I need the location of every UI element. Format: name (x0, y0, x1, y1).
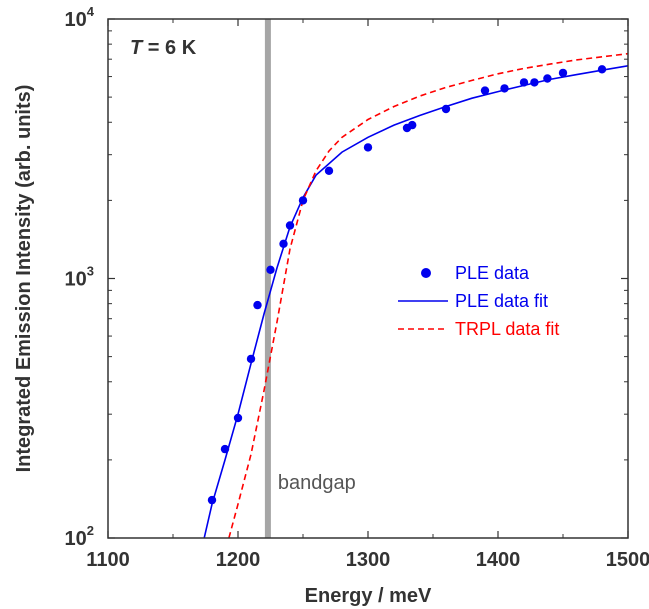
y-tick-exponent: 2 (87, 523, 94, 538)
series-layer (203, 52, 628, 538)
data-point (530, 78, 539, 87)
legend-label-ple-fit: PLE data fit (455, 291, 548, 311)
data-point (480, 86, 490, 95)
ticks-layer (107, 18, 629, 539)
y-tick-label: 103 (65, 264, 94, 291)
legend-label-trpl-fit: TRPL data fit (455, 319, 559, 339)
data-point (285, 221, 295, 230)
temperature-symbol: T (130, 37, 144, 59)
y-tick-label: 104 (65, 4, 95, 31)
y-tick-label: 102 (65, 523, 94, 550)
temperature-annotation: T = 6 K (130, 37, 197, 59)
bandgap-band (264, 19, 271, 538)
y-tick-base: 10 (65, 269, 87, 291)
data-point (500, 84, 509, 93)
bandgap-label: bandgap (278, 472, 356, 494)
data-point (558, 68, 568, 78)
data-point (207, 495, 217, 505)
data-point (408, 120, 417, 130)
y-tick-base: 10 (65, 9, 87, 31)
temperature-value: = 6 K (142, 37, 196, 59)
x-tick-labels: 1100 1200 1300 1400 1500 (86, 549, 649, 571)
data-point (266, 265, 275, 274)
x-tick-label: 1100 (86, 549, 129, 571)
legend: PLE data PLE data fit TRPL data fit (398, 263, 559, 339)
data-point (363, 143, 373, 152)
data-point (246, 354, 256, 364)
x-tick-label: 1500 (606, 549, 649, 571)
data-point (233, 413, 243, 423)
x-tick-label: 1200 (216, 549, 261, 571)
y-tick-base: 10 (65, 528, 87, 550)
x-tick-label: 1400 (476, 549, 521, 571)
x-tick-label: 1300 (346, 549, 391, 571)
data-point (519, 78, 529, 87)
data-point (597, 65, 607, 74)
data-point (253, 300, 262, 310)
series-line-2 (228, 52, 628, 538)
y-tick-exponent: 4 (87, 4, 95, 19)
data-point (298, 196, 308, 205)
y-axis-title: Integrated Emission Intensity (arb. unit… (13, 85, 35, 473)
plot-background (108, 19, 628, 538)
data-point (324, 166, 334, 175)
data-point (543, 74, 552, 83)
y-tick-exponent: 3 (87, 264, 94, 279)
data-point (441, 104, 451, 114)
data-point (279, 239, 288, 248)
x-axis-title: Energy / meV (305, 585, 432, 607)
legend-label-ple-data: PLE data (455, 263, 530, 283)
data-point (220, 444, 230, 454)
legend-marker-ple-data (421, 268, 431, 278)
